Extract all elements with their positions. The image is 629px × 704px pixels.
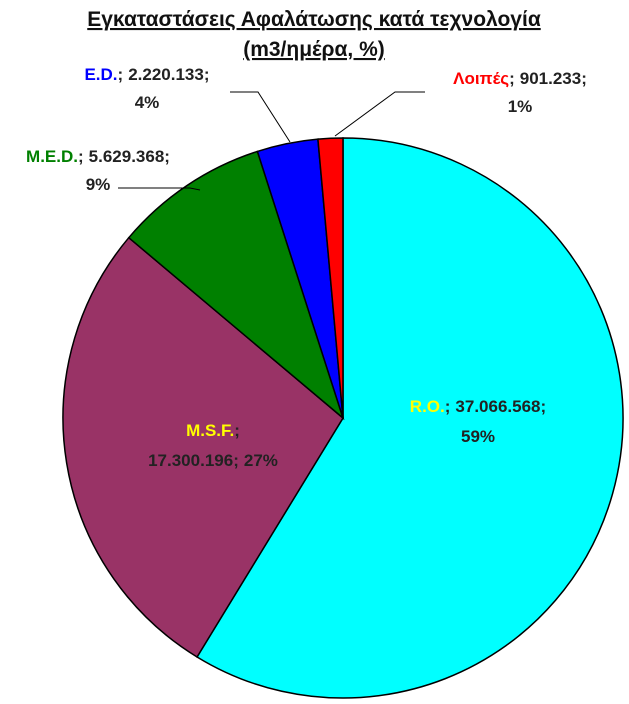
data-label: R.O.; 37.066.568; — [410, 397, 546, 416]
category-label: E.D. — [84, 65, 117, 84]
separator: ; — [118, 65, 124, 84]
pie-slice — [127, 150, 345, 421]
separator: ; — [445, 397, 451, 416]
value-label: 5.629.368 — [89, 147, 165, 166]
share-label: 59% — [461, 427, 495, 446]
separator: ; — [509, 69, 515, 88]
data-label: Λοιπές; 901.233; — [453, 69, 587, 88]
value-label: 2.220.133 — [128, 65, 204, 84]
separator: ; — [164, 147, 170, 166]
leader-line — [230, 91, 291, 143]
value-label: 37.066.568 — [455, 397, 540, 416]
separator: ; — [204, 65, 210, 84]
category-label: M.S.F. — [186, 421, 234, 440]
data-label: E.D.; 2.220.133; — [84, 65, 209, 84]
value-label: 17.300.196 — [148, 451, 233, 470]
share-label: 1% — [508, 97, 533, 116]
data-label: 1% — [508, 97, 533, 116]
data-label: 17.300.196; 27% — [148, 451, 278, 470]
category-label: M.E.D. — [26, 147, 78, 166]
separator: ; — [581, 69, 587, 88]
share-label: 4% — [135, 93, 160, 112]
chart-title: Εγκαταστάσεις Αφαλάτωσης κατά τεχνολογία — [87, 8, 541, 31]
chart-subtitle: (m3/ημέρα, %) — [243, 38, 385, 61]
separator: ; — [541, 397, 547, 416]
pie-slice — [317, 137, 344, 419]
separator: ; — [233, 451, 239, 470]
pie-slice — [62, 236, 344, 658]
category-label: Λοιπές — [453, 69, 509, 88]
data-label: M.S.F.; — [186, 421, 240, 440]
data-label: 4% — [135, 93, 160, 112]
value-label: 901.233 — [520, 69, 581, 88]
data-label: 59% — [461, 427, 495, 446]
data-label: M.E.D.; 5.629.368; — [26, 147, 170, 166]
data-label: 9% — [86, 175, 111, 194]
leader-line — [334, 91, 425, 137]
separator: ; — [234, 421, 240, 440]
leader-line — [118, 187, 201, 191]
pie-slice — [196, 137, 624, 699]
share-label: 27% — [244, 451, 278, 470]
category-label: R.O. — [410, 397, 445, 416]
share-label: 9% — [86, 175, 111, 194]
separator: ; — [78, 147, 84, 166]
